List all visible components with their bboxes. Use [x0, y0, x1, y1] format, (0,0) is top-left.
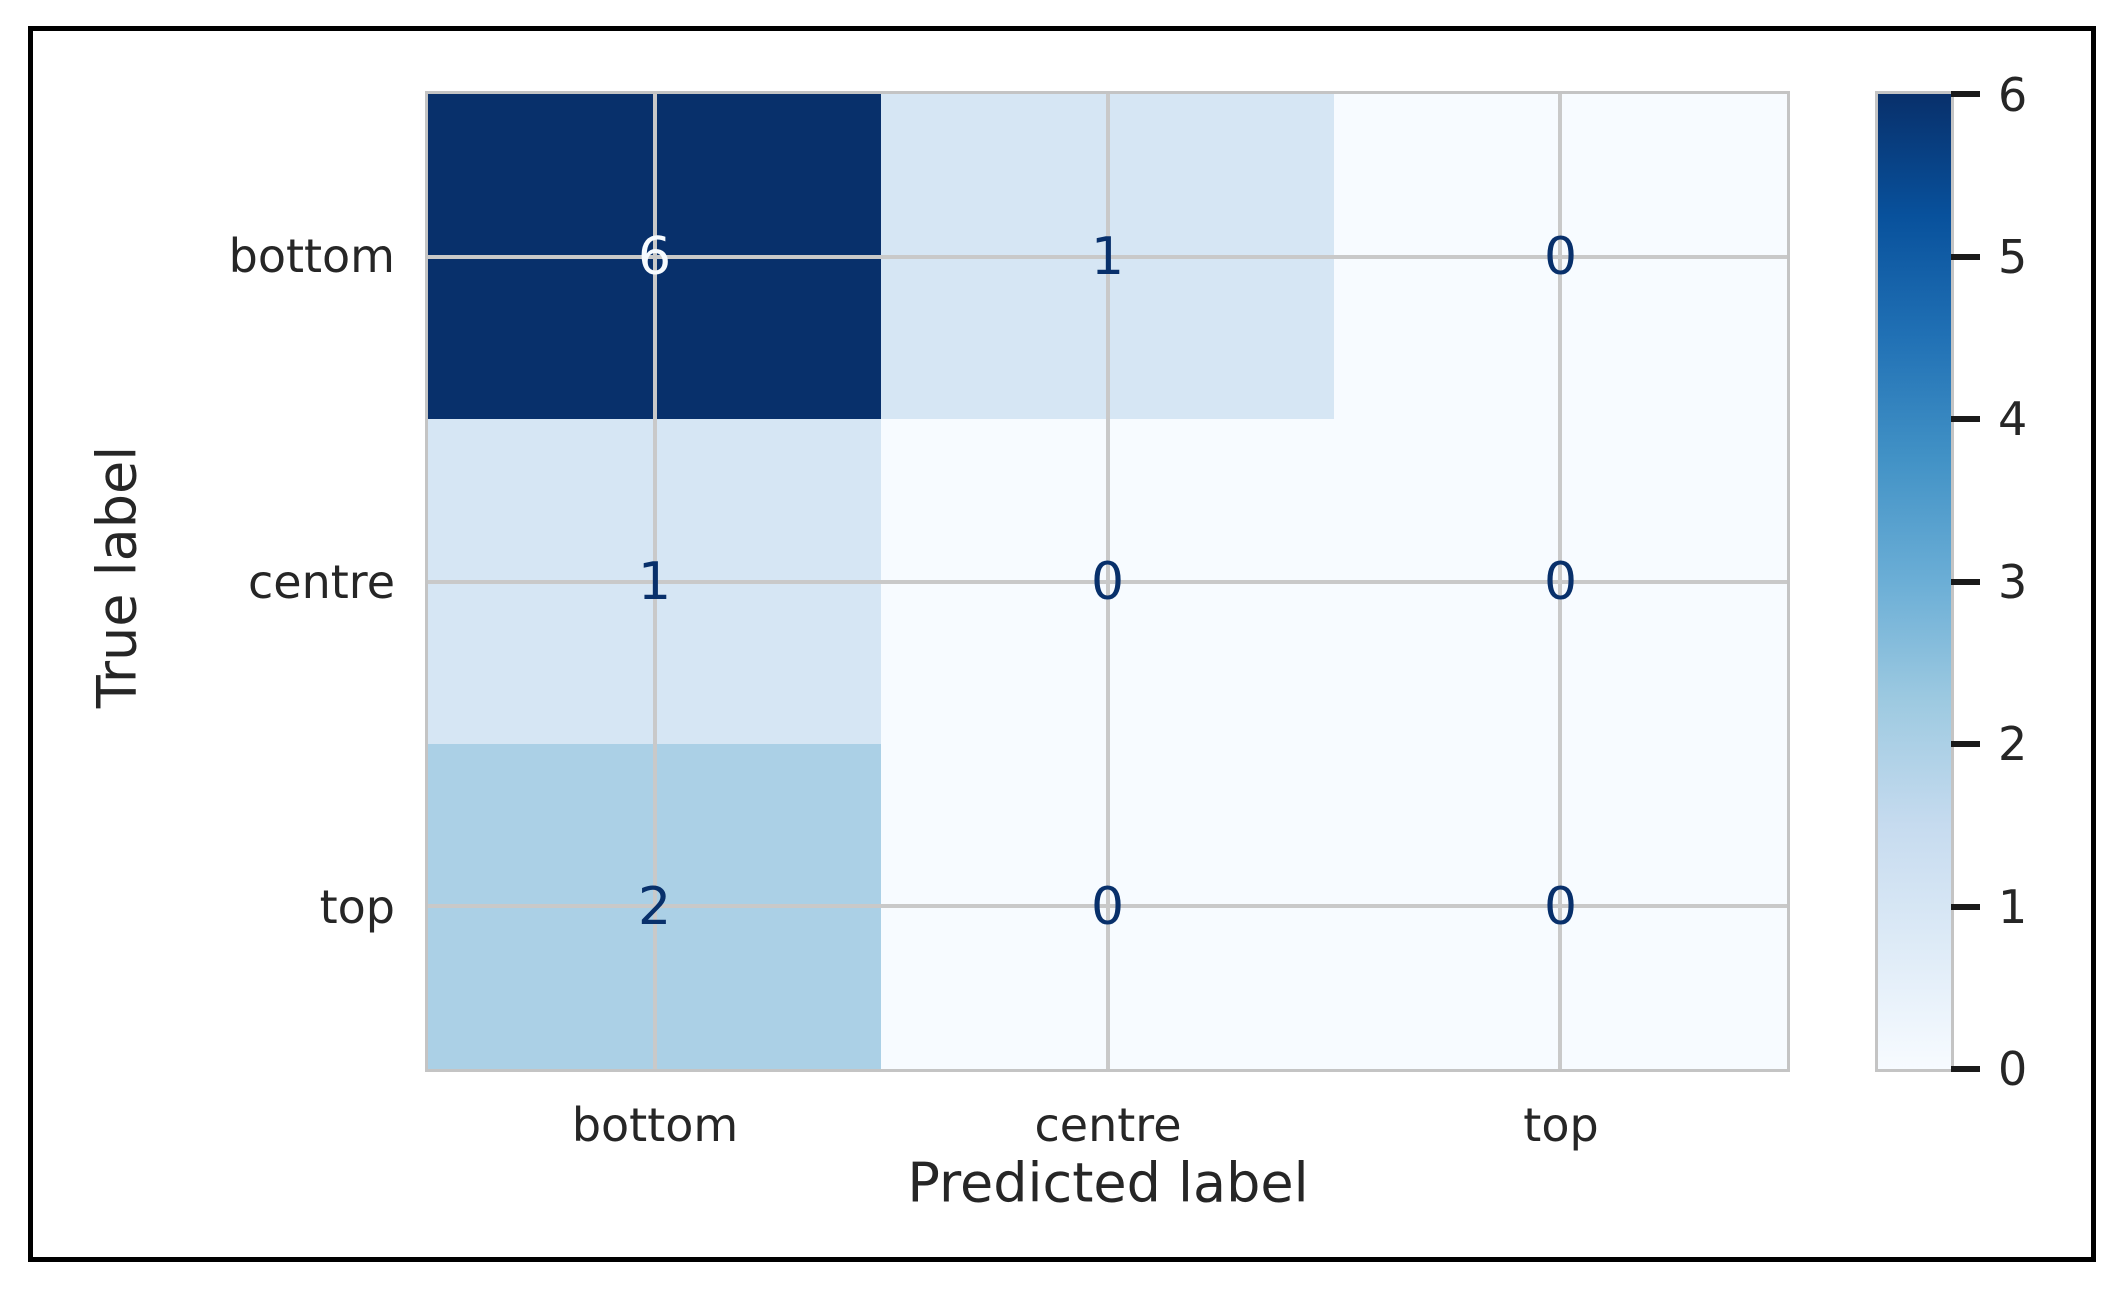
x-tick-label-centre: centre	[1034, 1098, 1182, 1152]
heatmap-cell: 1	[428, 419, 881, 744]
heatmap-cell: 6	[428, 94, 881, 419]
y-axis-title: True label	[85, 445, 149, 709]
colorbar-tick-mark	[1951, 579, 1980, 585]
colorbar-tick-label: 5	[1998, 230, 2028, 284]
colorbar-tick-mark	[1951, 91, 1980, 97]
y-tick-label-centre: centre	[248, 555, 395, 609]
heatmap: 6 1 0 1 0 0 2 0 0	[425, 91, 1790, 1072]
y-tick-label-top: top	[319, 880, 395, 934]
heatmap-cell: 0	[1334, 419, 1787, 744]
cell-value: 0	[1090, 876, 1125, 937]
cell-value: 6	[637, 226, 672, 287]
cell-value: 0	[1090, 551, 1125, 612]
heatmap-cell: 0	[881, 419, 1334, 744]
cell-value: 0	[1543, 876, 1578, 937]
cell-value: 2	[637, 876, 672, 937]
heatmap-cell: 1	[881, 94, 1334, 419]
colorbar-tick-label: 1	[1998, 880, 2028, 934]
heatmap-cell: 0	[881, 744, 1334, 1069]
cell-value: 1	[637, 551, 672, 612]
colorbar-tick-mark	[1951, 254, 1980, 260]
heatmap-cells: 6 1 0 1 0 0 2 0 0	[428, 94, 1787, 1069]
colorbar	[1875, 91, 1954, 1072]
x-tick-label-top: top	[1523, 1098, 1599, 1152]
colorbar-tick-label: 0	[1998, 1042, 2028, 1096]
heatmap-cell: 2	[428, 744, 881, 1069]
colorbar-tick-label: 4	[1998, 392, 2028, 446]
colorbar-tick-label: 2	[1998, 717, 2028, 771]
figure-frame	[28, 26, 2096, 1262]
colorbar-tick-label: 6	[1998, 68, 2028, 122]
x-tick-label-bottom: bottom	[571, 1098, 739, 1152]
y-tick-label-bottom: bottom	[228, 229, 395, 283]
cell-value: 1	[1090, 226, 1125, 287]
colorbar-tick-mark	[1951, 904, 1980, 910]
heatmap-cell: 0	[1334, 94, 1787, 419]
x-axis-title: Predicted label	[907, 1151, 1309, 1215]
cell-value: 0	[1543, 551, 1578, 612]
colorbar-tick-mark	[1951, 416, 1980, 422]
heatmap-cell: 0	[1334, 744, 1787, 1069]
colorbar-tick-mark	[1951, 741, 1980, 747]
colorbar-tick-mark	[1951, 1066, 1980, 1072]
cell-value: 0	[1543, 226, 1578, 287]
colorbar-tick-label: 3	[1998, 555, 2028, 609]
